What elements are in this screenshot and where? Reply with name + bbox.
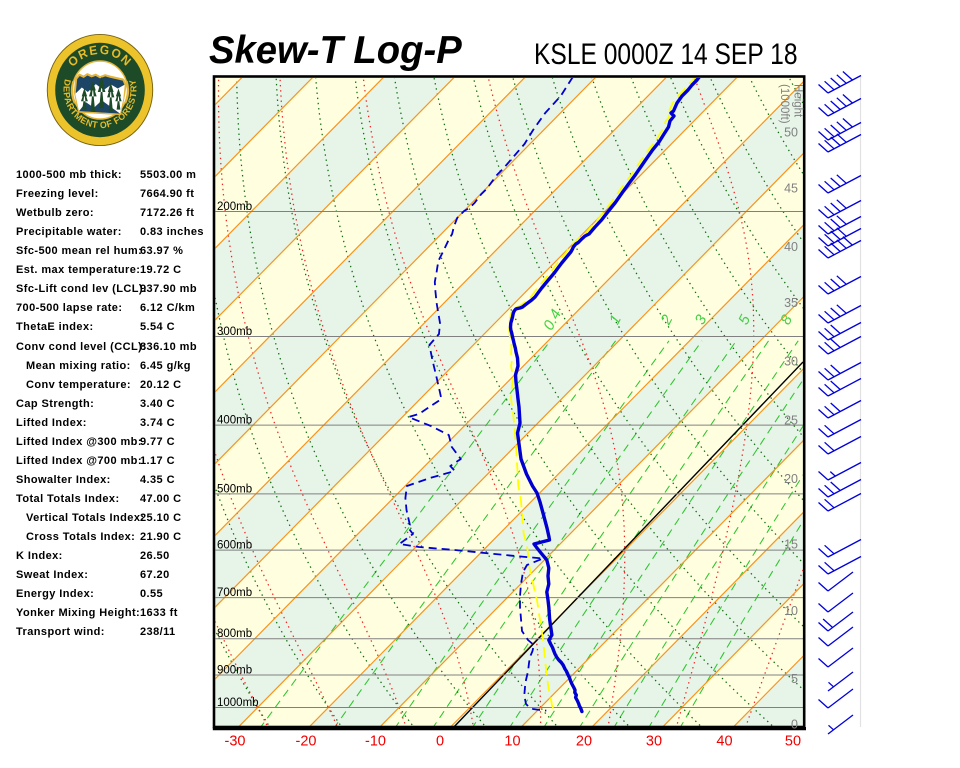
svg-text:30: 30	[784, 355, 798, 369]
svg-text:25: 25	[784, 413, 798, 427]
svg-text:20: 20	[576, 734, 592, 750]
svg-text:Height: Height	[792, 84, 804, 118]
svg-text:10: 10	[784, 604, 798, 618]
svg-text:500mb: 500mb	[217, 483, 252, 495]
svg-text:-20: -20	[296, 734, 317, 750]
svg-text:45: 45	[784, 181, 798, 195]
svg-text:700mb: 700mb	[217, 587, 252, 599]
svg-text:20: 20	[784, 472, 798, 486]
svg-text:40: 40	[716, 734, 732, 750]
svg-text:-10: -10	[365, 734, 386, 750]
svg-text:0: 0	[791, 718, 798, 732]
svg-text:30: 30	[646, 734, 662, 750]
svg-text:40: 40	[784, 240, 798, 254]
svg-text:800mb: 800mb	[217, 628, 252, 640]
svg-text:15: 15	[784, 537, 798, 551]
svg-text:200mb: 200mb	[217, 201, 252, 213]
svg-text:600mb: 600mb	[217, 540, 252, 552]
svg-text:(1000ft): (1000ft)	[778, 84, 790, 124]
svg-text:1000mb: 1000mb	[217, 697, 259, 709]
svg-text:900mb: 900mb	[217, 665, 252, 677]
svg-text:35: 35	[784, 296, 798, 310]
svg-text:400mb: 400mb	[217, 415, 252, 427]
svg-text:50: 50	[785, 734, 801, 750]
svg-text:10: 10	[504, 734, 520, 750]
svg-text:-30: -30	[225, 734, 246, 750]
svg-text:300mb: 300mb	[217, 326, 252, 338]
svg-text:0: 0	[436, 734, 444, 750]
svg-text:50: 50	[784, 126, 798, 140]
svg-text:5: 5	[791, 672, 798, 686]
